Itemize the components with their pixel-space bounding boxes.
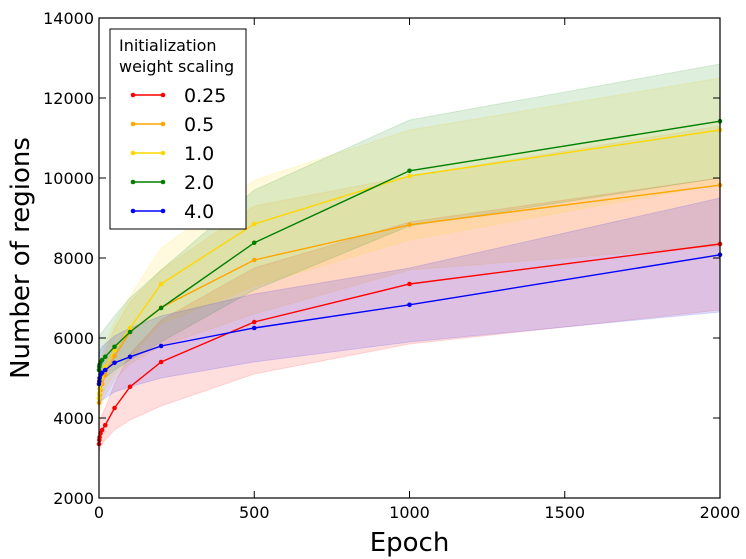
legend-marker (160, 208, 166, 214)
x-tick-label: 0 (94, 503, 104, 522)
legend-item-2.0: 2.0 (130, 172, 214, 194)
legend-marker (160, 121, 166, 127)
legend-marker (160, 179, 166, 185)
x-tick-label: 2000 (700, 503, 741, 522)
legend-box (109, 28, 247, 230)
data-point-4.0 (407, 302, 412, 308)
data-point-4.0 (251, 325, 257, 331)
x-axis-label: Epoch (370, 528, 450, 558)
data-point-0.25 (97, 434, 102, 440)
data-point-4.0 (99, 370, 105, 376)
y-tick-label: 10000 (43, 169, 94, 188)
data-point-0.25 (102, 422, 108, 428)
legend-marker (160, 150, 166, 156)
y-tick-label: 14000 (43, 9, 94, 28)
x-tick-label: 1500 (544, 503, 585, 522)
legend-label: 1.0 (184, 143, 214, 165)
legend-title-line-1: Initialization (119, 36, 217, 55)
legend-items: 0.25 0.5 1.0 2.0 4.0 (130, 85, 226, 223)
axis-tick-labels: 0 500 1000 1500 2000 2000 4000 6000 8000 10000 120… (43, 9, 740, 522)
data-point-2.0 (102, 354, 108, 360)
data-point-0.25 (407, 281, 412, 287)
data-point-2.0 (112, 344, 117, 350)
data-point-4.0 (127, 354, 133, 360)
legend-item-4.0: 4.0 (130, 201, 214, 223)
y-tick-label: 2000 (53, 489, 94, 508)
legend-item-0.5: 0.5 (130, 114, 214, 136)
data-point-2.0 (407, 168, 412, 174)
legend: Initialization weight scaling 0.25 0.5 1.0… (109, 28, 247, 230)
legend-marker (130, 150, 136, 156)
legend-label: 0.5 (184, 114, 214, 136)
data-point-0.25 (127, 384, 133, 390)
data-point-4.0 (158, 343, 164, 349)
data-point-0.5 (407, 222, 412, 228)
data-point-1.0 (251, 221, 257, 227)
data-point-2.0 (127, 329, 133, 335)
data-point-2.0 (251, 240, 257, 246)
y-axis-label: Number of regions (6, 137, 36, 379)
data-point-0.5 (251, 257, 257, 263)
data-point-1.0 (407, 173, 412, 179)
legend-item-0.25: 0.25 (130, 85, 226, 107)
axis-ticks (98, 17, 721, 499)
data-point-1.0 (102, 364, 108, 370)
data-point-0.25 (158, 359, 164, 365)
data-point-0.25 (251, 319, 257, 325)
legend-title-line-2: weight scaling (119, 57, 234, 76)
data-point-2.0 (158, 305, 164, 311)
data-point-2.0 (99, 357, 105, 363)
legend-marker (160, 92, 166, 98)
data-point-0.25 (112, 405, 117, 411)
data-point-1.0 (127, 325, 133, 331)
legend-item-1.0: 1.0 (130, 143, 214, 165)
data-point-0.25 (99, 427, 105, 433)
x-tick-label: 500 (239, 503, 270, 522)
legend-marker (130, 179, 136, 185)
legend-marker (130, 121, 136, 127)
legend-marker (130, 92, 136, 98)
legend-marker (130, 208, 136, 214)
y-tick-label: 6000 (53, 329, 94, 348)
data-point-4.0 (112, 360, 117, 366)
data-point-4.0 (102, 367, 108, 373)
y-tick-label: 4000 (53, 409, 94, 428)
legend-label: 2.0 (184, 172, 214, 194)
y-tick-label: 8000 (53, 249, 94, 268)
x-tick-label: 1000 (389, 503, 430, 522)
legend-label: 0.25 (184, 85, 226, 107)
data-point-1.0 (97, 386, 102, 392)
data-point-0.5 (112, 353, 117, 359)
legend-label: 4.0 (184, 201, 214, 223)
data-point-1.0 (158, 281, 164, 287)
y-tick-label: 12000 (43, 89, 94, 108)
